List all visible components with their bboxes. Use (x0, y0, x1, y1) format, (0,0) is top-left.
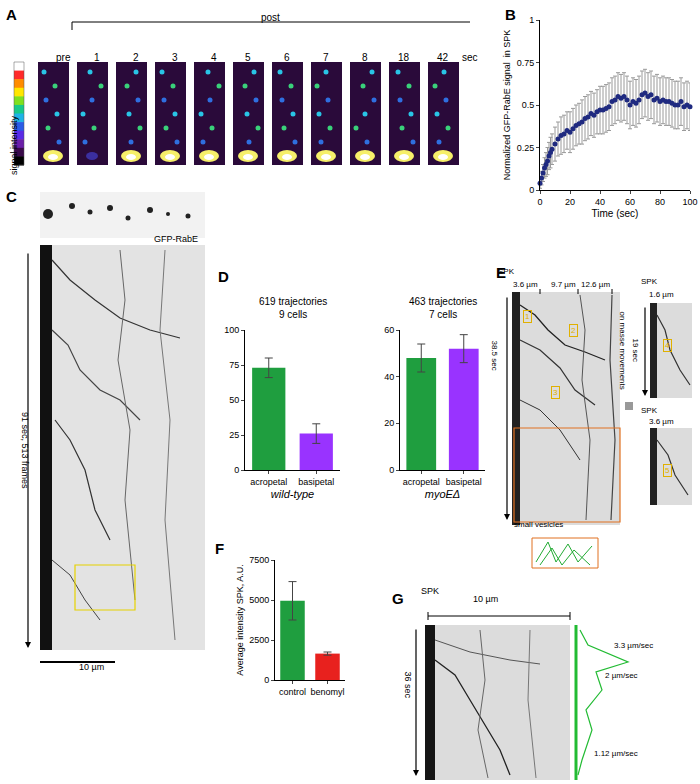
svg-text:50: 50 (229, 395, 239, 405)
svg-text:4: 4 (211, 52, 217, 63)
svg-text:463 trajectories7 cells: 463 trajectories7 cells (409, 296, 477, 320)
svg-text:40: 40 (384, 372, 394, 382)
svg-text:post: post (261, 12, 280, 23)
svg-text:myoEΔ: myoEΔ (425, 488, 461, 500)
svg-text:91 sec, 513 frames: 91 sec, 513 frames (20, 412, 30, 489)
svg-text:25: 25 (229, 430, 239, 440)
svg-text:18: 18 (398, 52, 410, 63)
svg-text:75: 75 (229, 360, 239, 370)
svg-text:0: 0 (529, 185, 534, 195)
svg-text:pre: pre (56, 52, 71, 63)
svg-text:36 sec: 36 sec (403, 672, 413, 699)
svg-text:7: 7 (323, 52, 329, 63)
svg-text:20: 20 (565, 197, 575, 207)
svg-text:acropetal: acropetal (403, 477, 440, 487)
svg-text:3.3 µm/sec: 3.3 µm/sec (614, 641, 653, 650)
svg-text:60: 60 (625, 197, 635, 207)
svg-text:38.5 sec: 38.5 sec (490, 341, 499, 371)
svg-text:benomyl: benomyl (310, 687, 344, 697)
svg-text:0: 0 (234, 465, 239, 475)
svg-text:Normalized GFP-RabE signal in: Normalized GFP-RabE signal in SPK (502, 30, 512, 181)
svg-text:0: 0 (537, 197, 542, 207)
svg-text:signal intensity: signal intensity (9, 115, 19, 175)
svg-text:619 trajectories9 cells: 619 trajectories9 cells (259, 296, 327, 320)
svg-text:basipetal: basipetal (446, 477, 482, 487)
svg-text:wild-type: wild-type (271, 488, 314, 500)
svg-text:6: 6 (284, 52, 290, 63)
svg-text:SPK: SPK (641, 277, 658, 286)
svg-text:2 µm/sec: 2 µm/sec (605, 671, 638, 680)
svg-text:B: B (505, 6, 516, 23)
svg-text:SPK: SPK (641, 406, 658, 415)
svg-text:sec: sec (462, 52, 478, 63)
svg-text:5: 5 (245, 52, 251, 63)
svg-text:2: 2 (571, 326, 576, 335)
svg-text:3.6 µm: 3.6 µm (649, 417, 674, 426)
svg-text:2: 2 (133, 52, 139, 63)
svg-text:40: 40 (595, 197, 605, 207)
svg-text:GFP-RabE: GFP-RabE (154, 234, 198, 244)
svg-text:G: G (392, 590, 404, 607)
svg-text:Average intensity SPK, A.U.: Average intensity SPK, A.U. (235, 564, 245, 675)
svg-text:80: 80 (655, 197, 665, 207)
svg-text:small vesicles: small vesicles (514, 520, 563, 529)
svg-text:5: 5 (665, 466, 670, 475)
svg-text:0.75: 0.75 (517, 58, 535, 68)
svg-text:19 sec: 19 sec (631, 339, 640, 363)
svg-text:1: 1 (529, 15, 534, 25)
svg-text:10 µm: 10 µm (473, 594, 498, 604)
svg-text:E: E (496, 264, 506, 281)
svg-text:1: 1 (94, 52, 100, 63)
svg-text:8: 8 (362, 52, 368, 63)
svg-text:10 µm: 10 µm (79, 662, 104, 672)
svg-text:C: C (6, 188, 17, 205)
svg-text:F: F (215, 540, 224, 557)
svg-text:12.6 µm: 12.6 µm (581, 280, 610, 289)
svg-text:1.12 µm/sec: 1.12 µm/sec (594, 749, 638, 758)
svg-text:acropetal: acropetal (250, 477, 287, 487)
svg-text:4: 4 (665, 341, 670, 350)
svg-text:3: 3 (553, 388, 558, 397)
svg-text:A: A (6, 6, 17, 23)
svg-text:0: 0 (264, 675, 269, 685)
svg-text:60: 60 (384, 325, 394, 335)
svg-text:2500: 2500 (249, 635, 269, 645)
svg-text:Time (sec): Time (sec) (592, 208, 639, 219)
svg-text:basipetal: basipetal (298, 477, 334, 487)
svg-text:7500: 7500 (249, 555, 269, 565)
svg-text:42: 42 (437, 52, 449, 63)
svg-text:control: control (279, 687, 306, 697)
svg-text:0.25: 0.25 (517, 143, 535, 153)
svg-text:SPK: SPK (421, 586, 439, 596)
svg-text:D: D (218, 268, 229, 285)
svg-text:3.6 µm: 3.6 µm (513, 280, 538, 289)
svg-text:5000: 5000 (249, 595, 269, 605)
svg-text:1: 1 (525, 312, 530, 321)
svg-text:100: 100 (224, 325, 239, 335)
svg-text:0: 0 (389, 465, 394, 475)
svg-text:SPK: SPK (498, 267, 515, 276)
svg-text:20: 20 (384, 418, 394, 428)
svg-text:on masse movements: on masse movements (618, 312, 627, 390)
svg-text:1.6 µm: 1.6 µm (649, 290, 674, 299)
svg-text:3: 3 (172, 52, 178, 63)
svg-text:0.5: 0.5 (522, 100, 535, 110)
svg-text:9.7 µm: 9.7 µm (551, 280, 576, 289)
svg-text:100: 100 (682, 197, 697, 207)
